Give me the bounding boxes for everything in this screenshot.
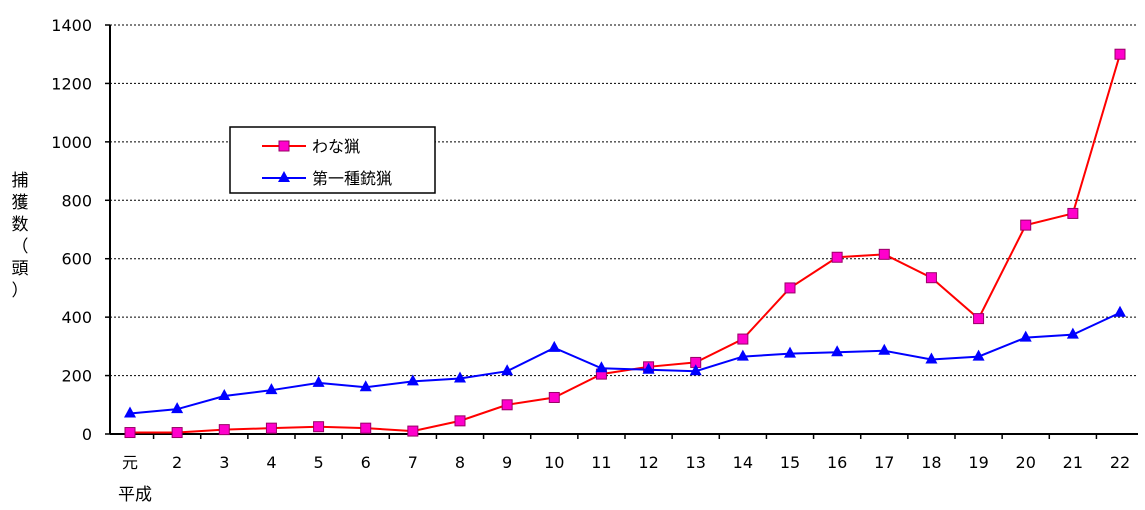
legend-marker-ju — [278, 171, 290, 182]
legend-label-wana: わな猟 — [312, 137, 360, 156]
x-tick-label: 2 — [172, 453, 182, 472]
y-tick-label: 200 — [61, 367, 92, 386]
data-point — [925, 352, 938, 364]
data-point — [973, 313, 985, 325]
gridlines — [110, 24, 1138, 377]
x-axis-title: 平成 — [118, 485, 152, 505]
data-point — [548, 340, 561, 352]
data-point — [359, 380, 372, 392]
y-tick-label: 1200 — [51, 74, 92, 93]
x-tick-label: 6 — [361, 453, 371, 472]
x-tick-label: 4 — [266, 453, 276, 472]
data-point — [218, 389, 231, 401]
data-point — [548, 391, 560, 403]
x-tick-label: 16 — [827, 453, 847, 472]
x-tick-labels: 元 2 3 4 5 6 7 8 9 10 11 12 13 14 15 16 17 18 19 20 21 22 — [122, 434, 1130, 472]
x-tick-label: 5 — [313, 453, 323, 472]
y-axis-title-char: 獲 — [12, 193, 29, 213]
data-point — [831, 345, 844, 357]
x-tick-label: 15 — [780, 453, 800, 472]
data-point — [360, 422, 372, 434]
data-point — [265, 383, 278, 395]
data-point — [689, 364, 702, 376]
data-point — [124, 427, 136, 439]
x-tick-label: 17 — [874, 453, 894, 472]
data-point — [313, 421, 325, 433]
y-axis-title-char: 頭 — [12, 259, 29, 279]
data-point — [831, 251, 843, 263]
data-point — [1067, 207, 1079, 219]
data-point — [265, 422, 277, 434]
series-line — [129, 311, 1121, 415]
x-tick-label: 10 — [544, 453, 564, 472]
data-point — [595, 361, 608, 373]
data-point — [1114, 48, 1126, 60]
legend: わな猟 第一種銃猟 — [229, 126, 436, 194]
y-tick-labels: 0 200 400 600 800 1000 1200 1400 — [51, 16, 110, 444]
y-axis-title-char: 数 — [12, 215, 29, 235]
x-tick-label: 11 — [591, 453, 611, 472]
data-point — [736, 349, 749, 361]
data-point — [1019, 330, 1032, 342]
x-tick-label: 20 — [1016, 453, 1036, 472]
x-tick-label: 22 — [1110, 453, 1130, 472]
y-tick-label: 1400 — [51, 16, 92, 35]
data-point — [454, 371, 466, 383]
data-point — [784, 346, 796, 358]
data-point — [1066, 327, 1079, 339]
data-point — [124, 406, 136, 418]
data-point — [1020, 219, 1032, 231]
data-point — [312, 375, 325, 387]
y-tick-label: 1000 — [51, 133, 92, 152]
data-point — [218, 424, 230, 436]
data-point — [171, 427, 183, 439]
x-tick-label: 13 — [686, 453, 706, 472]
y-axis-title-char: （ — [12, 237, 29, 257]
x-tick-label: 18 — [921, 453, 941, 472]
y-tick-label: 400 — [61, 308, 92, 327]
data-point — [878, 343, 891, 355]
x-tick-label: 14 — [733, 453, 753, 472]
data-point — [406, 374, 419, 386]
data-point — [454, 415, 466, 427]
y-tick-label: 800 — [61, 191, 92, 210]
data-point — [407, 425, 419, 437]
data-point — [1114, 305, 1126, 317]
x-tick-label: 8 — [455, 453, 465, 472]
data-point — [501, 399, 513, 411]
series — [124, 48, 1126, 439]
y-axis-title-char: 捕 — [12, 171, 29, 191]
x-tick-label: 19 — [968, 453, 988, 472]
legend-label-ju: 第一種銃猟 — [312, 169, 392, 188]
data-point — [784, 282, 796, 294]
series-line — [130, 53, 1121, 434]
y-tick-label: 600 — [61, 250, 92, 269]
x-tick-label: 3 — [219, 453, 229, 472]
series-0 — [124, 48, 1126, 439]
x-tick-label: 21 — [1063, 453, 1083, 472]
data-point — [642, 362, 655, 374]
legend-box — [229, 126, 436, 194]
data-point — [925, 272, 937, 284]
y-axis-title: 捕獲数（頭） — [12, 171, 29, 301]
data-point — [171, 402, 184, 414]
data-point — [501, 364, 514, 376]
axes — [109, 25, 1138, 435]
x-tick-label: 9 — [502, 453, 512, 472]
x-tick-label: 12 — [638, 453, 658, 472]
series-1 — [124, 305, 1126, 418]
x-tick-label: 7 — [408, 453, 418, 472]
data-point — [737, 333, 749, 345]
x-tick-label: 元 — [122, 453, 138, 472]
y-tick-label: 0 — [82, 425, 92, 444]
y-axis-title-char: ） — [12, 281, 29, 301]
data-point — [972, 349, 985, 361]
data-point — [878, 248, 890, 260]
legend-marker-wana — [278, 140, 290, 152]
